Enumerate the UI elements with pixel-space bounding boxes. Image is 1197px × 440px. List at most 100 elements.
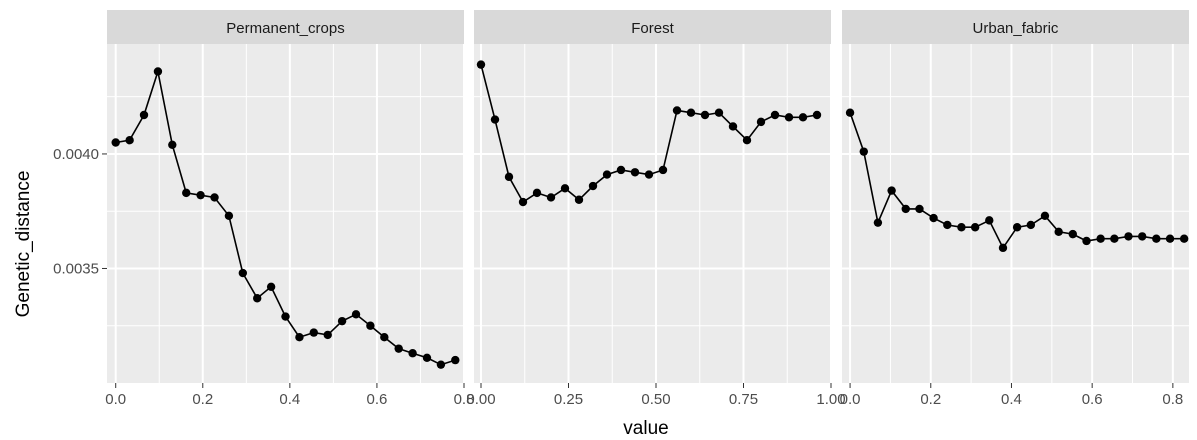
data-point [929,213,938,223]
x-tick-label: 0.25 [554,391,583,408]
data-point [1137,232,1147,241]
data-point [644,170,654,179]
data-point [985,216,994,225]
data-point [281,312,290,321]
data-point [728,122,738,131]
x-tick-label: 0.2 [920,391,941,408]
panel-background [842,44,1189,383]
facet-forest: Forest 0.00 0.25 0.50 0.75 1.00 [466,10,846,408]
data-point [700,110,710,120]
data-point [337,316,347,326]
x-tick-label: 0.2 [192,391,213,408]
x-axis-title: value [623,418,668,439]
data-point [1054,227,1063,237]
data-point [266,282,276,291]
data-point [422,353,432,363]
data-point [686,108,696,117]
facet-strip-label: Urban_fabric [973,20,1059,37]
data-point [784,113,794,122]
data-point [1026,220,1036,230]
x-tick-label: 0.4 [279,391,300,408]
data-point [998,243,1008,253]
data-point [351,310,361,319]
data-point [1152,234,1161,243]
data-point [476,60,486,69]
data-point [1179,234,1189,243]
x-tick-label: 0.6 [1082,391,1103,408]
y-tick-label: 0.0040 [53,146,99,163]
data-point [125,136,134,145]
data-point [574,195,584,204]
data-point [1124,232,1133,241]
data-point [588,181,598,191]
data-point [1068,229,1077,239]
facet-strip-label: Forest [631,20,674,37]
facet-strip [107,10,464,44]
data-point [616,165,626,175]
data-point [532,188,542,198]
x-tick-label: 0.0 [105,391,126,408]
data-point [295,332,304,342]
data-point [224,211,234,220]
data-point [504,172,514,182]
data-point [153,67,163,76]
data-point [451,355,460,365]
data-point [812,110,822,120]
data-point [490,115,500,124]
x-tick-label: 0.6 [366,391,387,408]
data-point [1082,236,1091,246]
data-point [658,165,668,175]
x-tick-label: 0.8 [1162,391,1183,408]
data-point [770,110,780,120]
data-point [323,330,332,340]
y-axis-title: Genetic_distance [13,171,34,318]
data-point [518,197,528,207]
data-point [756,117,766,127]
data-point [915,204,924,214]
x-tick-label: 0.00 [466,391,495,408]
data-point [253,294,262,303]
data-point [1096,234,1105,243]
data-point [602,170,612,179]
x-tick-label: 0.50 [641,391,670,408]
data-point [714,108,724,117]
data-point [970,223,980,232]
data-point [672,106,682,115]
data-point [859,147,868,156]
facet-permanent-crops: Permanent_crops 0.0 0.2 0.4 0.6 0.8 [105,10,474,408]
data-point [845,108,855,117]
facet-urban-fabric: Urban_fabric 0.0 0.2 0.4 0.6 0.8 [840,10,1189,408]
data-point [887,186,896,195]
x-tick-label: 0.75 [729,391,758,408]
data-point [1012,223,1022,232]
data-point [168,140,177,149]
data-point [408,349,417,358]
data-point [1165,234,1175,243]
data-point [366,321,375,330]
facet-strip [842,10,1189,44]
x-tick-label: 0.0 [840,391,861,408]
data-point [560,184,570,193]
panel-background [474,44,831,383]
data-point [394,344,403,353]
data-point [139,110,149,120]
data-point [196,190,205,200]
data-point [436,360,446,369]
data-point [182,188,191,198]
data-point [873,218,883,227]
data-point [901,204,910,214]
panel-background [107,44,464,383]
facet-strip-label: Permanent_crops [226,20,344,37]
data-point [943,220,952,230]
data-point [309,328,318,337]
data-point [798,113,808,122]
data-point [1040,211,1050,220]
data-point [630,168,640,177]
data-point [111,138,120,147]
x-tick-label: 0.4 [1001,391,1022,408]
data-point [380,332,389,342]
data-point [742,136,752,145]
data-point [1110,234,1119,243]
